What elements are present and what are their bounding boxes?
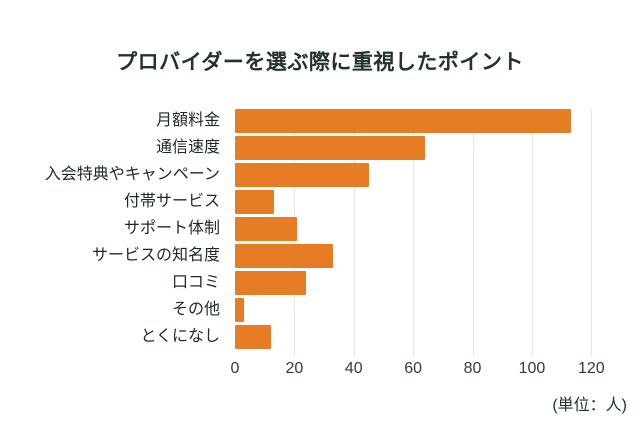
- bar: [235, 244, 333, 268]
- x-tick-label: 0: [230, 360, 240, 377]
- bar: [235, 109, 571, 133]
- category-labels: 月額料金通信速度入会特典やキャンペーン付帯サービス サポート体制サービスの知名度口…: [0, 109, 227, 352]
- bar-row: [235, 217, 621, 241]
- bar-row: [235, 109, 621, 133]
- bar: [235, 190, 274, 214]
- plot-area: [235, 109, 621, 356]
- chart-title: プロバイダーを選ぶ際に重視したポイント: [116, 51, 524, 74]
- category-label: 入会特典やキャンペーン: [44, 166, 220, 183]
- category-label: その他: [171, 301, 220, 318]
- x-axis: 0 20 40 60 80 100 120: [231, 360, 621, 380]
- bar-row: [235, 136, 621, 160]
- x-tick-label: 120: [577, 360, 605, 377]
- category-label: サポート体制: [123, 220, 220, 237]
- bar-row: [235, 244, 621, 268]
- bar: [235, 271, 307, 295]
- x-tick-label: 60: [404, 360, 423, 377]
- unit-label: (単位：人): [552, 397, 627, 414]
- category-label: 付帯サービス: [123, 193, 220, 210]
- x-tick-label: 40: [344, 360, 363, 377]
- gridline: [353, 109, 355, 356]
- gridline: [591, 109, 593, 356]
- x-tick-label: 20: [285, 360, 304, 377]
- bar-row: [235, 298, 621, 322]
- bar-rows: [235, 109, 621, 352]
- bar: [235, 136, 426, 160]
- x-tick-label: 80: [463, 360, 482, 377]
- x-tick-label: 100: [518, 360, 546, 377]
- category-label: 口コミ: [171, 274, 220, 291]
- bar: [235, 217, 298, 241]
- bar-row: [235, 271, 621, 295]
- gridline: [472, 109, 474, 356]
- bar-row: [235, 190, 621, 214]
- category-label: 月額料金: [155, 112, 220, 129]
- bar: [235, 325, 271, 349]
- bar: [235, 298, 244, 322]
- bar-row: [235, 325, 621, 349]
- category-label: 通信速度: [155, 139, 220, 156]
- category-label: とくになし: [140, 328, 220, 345]
- category-label: サービスの知名度: [91, 247, 220, 264]
- bar-row: [235, 163, 621, 187]
- bar: [235, 163, 369, 187]
- gridline: [531, 109, 533, 356]
- gridline: [413, 109, 415, 356]
